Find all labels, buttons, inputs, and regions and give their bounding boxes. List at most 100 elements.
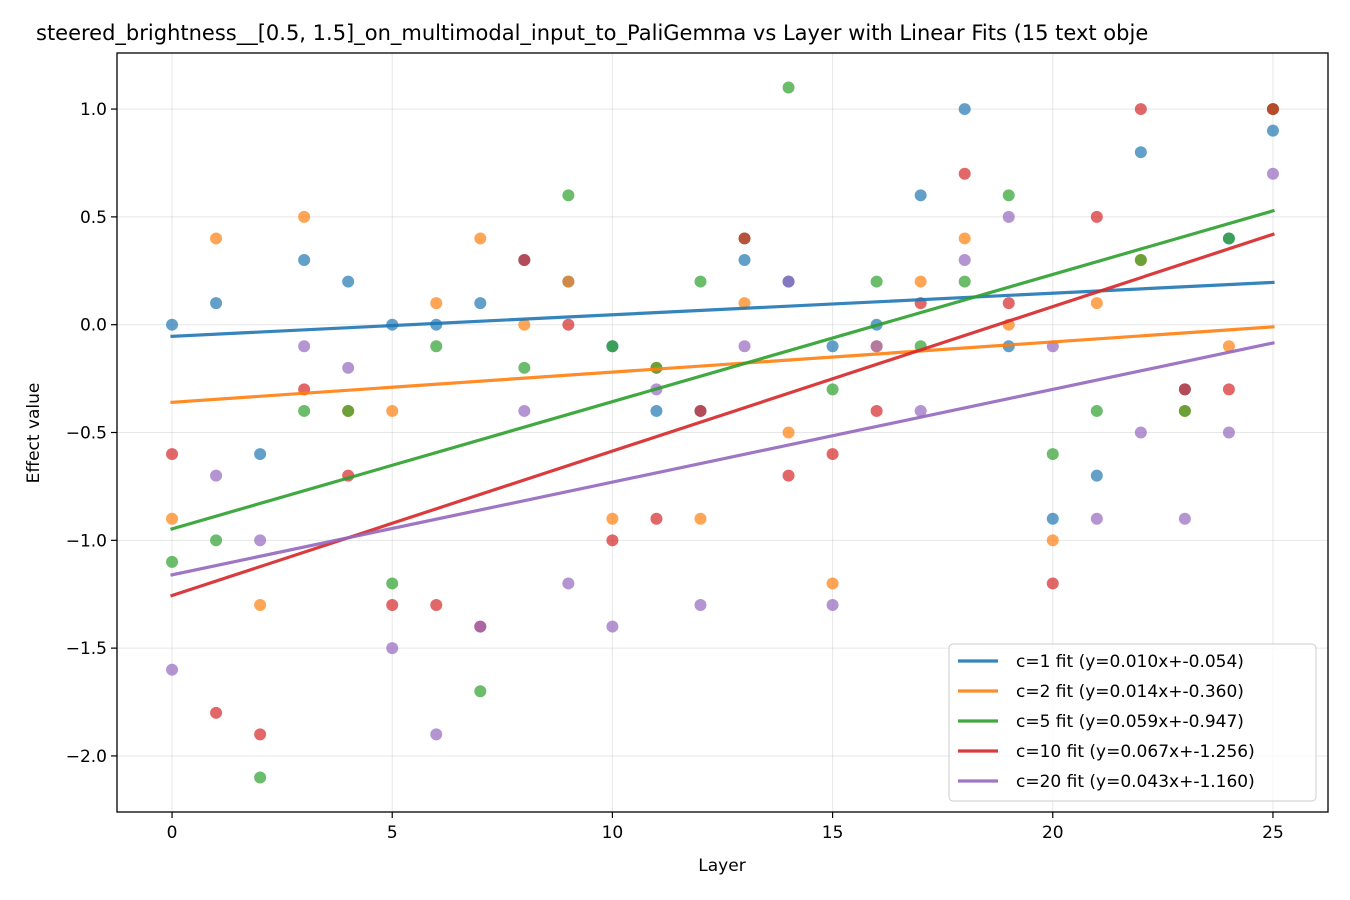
data-point — [782, 469, 795, 482]
data-point — [1046, 534, 1059, 547]
data-point — [782, 426, 795, 439]
data-point — [474, 297, 487, 310]
data-point — [562, 275, 575, 288]
y-tick-label: −0.5 — [66, 424, 107, 444]
data-point — [430, 340, 443, 353]
legend-entry: c=2 fit (y=0.014x+-0.360) — [1016, 682, 1244, 702]
data-point — [1134, 254, 1147, 266]
data-point — [606, 512, 619, 525]
grid — [117, 53, 1328, 812]
data-point — [1046, 448, 1059, 461]
data-point — [254, 448, 267, 461]
data-point — [210, 706, 223, 719]
chart-title: steered_brightness__[0.5, 1.5]_on_multim… — [36, 21, 1148, 46]
x-tick-label: 25 — [1262, 823, 1284, 843]
data-point — [562, 318, 575, 331]
x-axis: 0 5 10 15 20 25 — [167, 812, 1284, 843]
data-point — [430, 297, 443, 310]
data-point — [1134, 146, 1147, 159]
data-point — [254, 771, 267, 784]
data-point — [1178, 383, 1191, 396]
data-point — [1222, 383, 1235, 396]
data-point — [210, 534, 223, 547]
data-point — [870, 404, 883, 417]
data-point — [694, 512, 707, 525]
data-point — [914, 189, 927, 202]
data-point — [738, 232, 751, 245]
data-point — [1090, 469, 1103, 482]
data-point — [386, 577, 399, 590]
data-point — [166, 448, 179, 461]
data-point — [430, 599, 443, 611]
legend-entry: c=10 fit (y=0.067x+-1.256) — [1016, 742, 1255, 762]
data-point — [1266, 124, 1279, 137]
data-point — [826, 448, 839, 461]
data-point — [518, 254, 531, 266]
x-axis-label: Layer — [698, 856, 745, 876]
y-tick-label: 0.0 — [80, 316, 107, 336]
data-point — [166, 318, 179, 331]
fit-lines — [170, 208, 1275, 598]
data-point — [562, 577, 575, 590]
data-point — [1222, 426, 1235, 439]
data-point — [1222, 232, 1235, 245]
data-point — [1178, 512, 1191, 525]
data-point — [210, 469, 223, 482]
data-point — [166, 512, 179, 525]
legend-entry: c=1 fit (y=0.010x+-0.054) — [1016, 652, 1244, 672]
data-point — [650, 512, 663, 525]
data-point — [826, 340, 839, 353]
data-point — [210, 297, 223, 310]
data-point — [342, 275, 355, 288]
y-tick-label: 0.5 — [80, 208, 107, 228]
y-axis-label: Effect value — [24, 383, 44, 484]
legend-entry: c=5 fit (y=0.059x+-0.947) — [1016, 712, 1244, 732]
data-point — [738, 297, 751, 310]
y-tick-label: 1.0 — [80, 100, 107, 120]
data-point — [1134, 426, 1147, 439]
data-point — [606, 340, 619, 353]
data-point — [166, 663, 179, 676]
data-point — [958, 167, 971, 180]
legend: c=1 fit (y=0.010x+-0.054) c=2 fit (y=0.01… — [948, 643, 1317, 802]
data-point — [650, 404, 663, 417]
data-point — [606, 620, 619, 633]
data-point — [1002, 189, 1015, 202]
data-point — [782, 81, 795, 94]
legend-box — [948, 643, 1317, 802]
data-point — [386, 404, 399, 417]
data-point — [562, 189, 575, 202]
data-point — [914, 275, 927, 288]
data-point — [342, 361, 355, 374]
data-point — [914, 404, 927, 417]
data-point — [1090, 512, 1103, 525]
data-point — [474, 685, 487, 698]
legend-entry: c=20 fit (y=0.043x+-1.160) — [1016, 772, 1255, 792]
data-point — [1090, 404, 1103, 417]
data-point — [1134, 103, 1147, 116]
data-point — [518, 318, 531, 331]
data-point — [694, 275, 707, 288]
data-point — [430, 728, 443, 741]
data-point — [694, 404, 707, 417]
data-point — [1266, 167, 1279, 180]
scatter-points — [166, 81, 1279, 784]
data-point — [298, 254, 311, 266]
y-tick-label: −2.0 — [66, 747, 107, 767]
data-point — [166, 555, 179, 568]
data-point — [1002, 297, 1015, 310]
data-point — [1002, 210, 1015, 223]
fit-line — [170, 280, 1275, 339]
x-tick-label: 10 — [602, 823, 624, 843]
data-point — [386, 642, 399, 655]
data-point — [826, 577, 839, 590]
fit-line — [170, 208, 1275, 531]
data-point — [958, 275, 971, 288]
x-tick-label: 15 — [822, 823, 844, 843]
data-point — [342, 404, 355, 417]
data-point — [518, 404, 531, 417]
data-point — [254, 728, 267, 741]
data-point — [210, 232, 223, 245]
data-point — [298, 404, 311, 417]
